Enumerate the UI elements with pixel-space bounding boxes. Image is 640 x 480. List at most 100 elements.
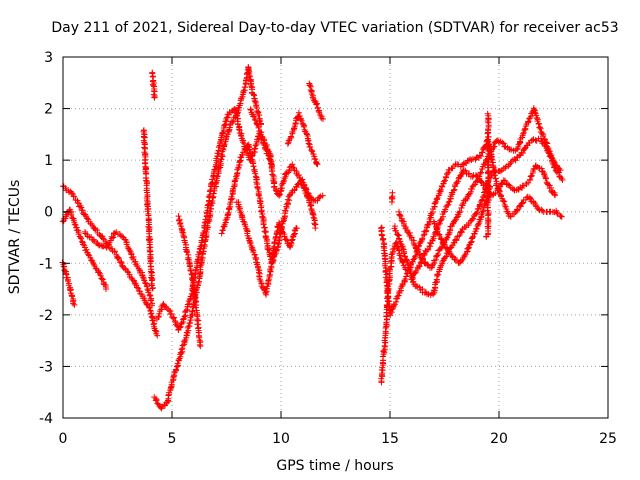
data-point [149, 284, 156, 291]
data-point [557, 213, 564, 220]
data-point [431, 220, 438, 227]
data-point [542, 175, 549, 182]
plot-frame [62, 56, 609, 419]
data-point [307, 143, 314, 150]
series-track-6 [149, 69, 158, 101]
data-point [384, 290, 391, 297]
data-point [517, 203, 524, 210]
data-point [477, 170, 484, 177]
data-point [85, 251, 92, 258]
data-point [229, 119, 236, 126]
data-point [149, 285, 156, 292]
data-point [98, 275, 105, 282]
y-tick-label: -2 [39, 308, 53, 324]
data-point [184, 301, 191, 308]
data-point [265, 277, 272, 284]
data-point [282, 207, 289, 214]
data-point [269, 257, 276, 264]
data-point [432, 200, 439, 207]
x-tick-label: 15 [381, 431, 399, 447]
data-point [188, 270, 195, 277]
data-point [446, 226, 453, 233]
series-track-9 [175, 213, 204, 350]
series-track-12 [247, 106, 319, 232]
data-point [293, 225, 300, 232]
data-point [380, 347, 387, 354]
data-point [226, 205, 233, 212]
data-point [197, 343, 204, 350]
data-point [389, 195, 396, 202]
data-point [240, 139, 247, 146]
data-point [309, 211, 316, 218]
data-point [247, 106, 254, 113]
data-point [538, 165, 545, 172]
data-point [444, 234, 451, 241]
data-point [451, 186, 458, 193]
data-point [315, 108, 322, 115]
data-point [497, 168, 504, 175]
data-point [317, 112, 324, 119]
data-point [157, 404, 164, 411]
data-point [544, 143, 551, 150]
data-point [178, 346, 185, 353]
data-point [150, 82, 157, 89]
data-point [441, 241, 448, 248]
series-track-11 [233, 199, 300, 298]
x-tick-label: 10 [272, 431, 290, 447]
data-point [156, 310, 163, 317]
data-point [133, 284, 140, 291]
data-point [288, 237, 295, 244]
data-point [181, 338, 188, 345]
data-point [392, 227, 399, 234]
data-point [269, 250, 276, 257]
data-point [504, 209, 511, 216]
data-point [506, 161, 513, 168]
data-point [473, 225, 480, 232]
data-point [555, 169, 562, 176]
data-point [211, 166, 218, 173]
data-point [305, 140, 312, 147]
data-point [436, 188, 443, 195]
data-point [448, 252, 455, 259]
data-point [290, 231, 297, 238]
data-point [134, 263, 141, 270]
data-point [305, 137, 312, 144]
data-point [167, 384, 174, 391]
data-point [283, 236, 290, 243]
data-point [424, 261, 431, 268]
data-point [68, 211, 75, 218]
data-point [115, 255, 122, 262]
data-point [426, 215, 433, 222]
data-point [484, 189, 491, 196]
data-point [252, 117, 259, 124]
grid-lines [63, 57, 608, 418]
data-point [552, 164, 559, 171]
series-track-5 [140, 127, 156, 292]
data-point [146, 292, 153, 299]
data-point [502, 177, 509, 184]
data-point [254, 184, 261, 191]
data-point [143, 300, 150, 307]
data-point [144, 208, 151, 215]
data-point [432, 198, 439, 205]
data-point [514, 206, 521, 213]
data-point [187, 267, 194, 274]
data-point [265, 246, 272, 253]
data-point [500, 177, 507, 184]
data-point [221, 141, 228, 148]
data-point [96, 269, 103, 276]
data-point [186, 263, 193, 270]
data-point [530, 105, 537, 112]
data-point [394, 293, 401, 300]
data-point [179, 229, 186, 236]
data-point [220, 146, 227, 153]
data-point [444, 171, 451, 178]
data-point [202, 216, 209, 223]
data-point [438, 236, 445, 243]
data-point [191, 293, 198, 300]
data-point [435, 271, 442, 278]
data-point [276, 191, 283, 198]
data-point [188, 276, 195, 283]
data-point [314, 197, 321, 204]
